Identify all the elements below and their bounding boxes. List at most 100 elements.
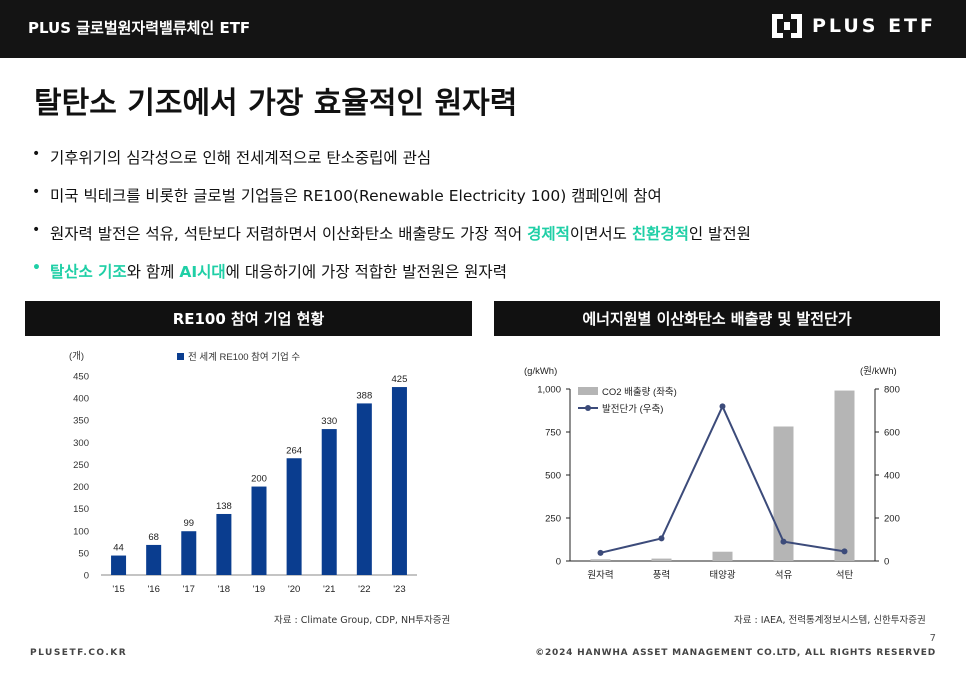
co2-bar — [651, 558, 672, 561]
right-panel-title: 에너지원별 이산화탄소 배출량 및 발전단가 — [494, 301, 940, 336]
legend-swatch-co2 — [578, 387, 598, 395]
brand-mark-icon — [771, 14, 802, 38]
x-tick-label: '22 — [358, 584, 370, 595]
highlight-text: AI시대 — [179, 263, 226, 281]
y-tick-label: 150 — [73, 504, 89, 515]
co2-bar — [834, 390, 855, 561]
legend-marker-cost — [585, 405, 591, 411]
data-label: 330 — [321, 416, 337, 427]
cost-point — [658, 535, 665, 542]
right-source: 자료 : IAEA, 전력통계정보시스템, 신한투자증권 — [734, 615, 926, 626]
cost-point — [841, 548, 848, 555]
bar — [146, 544, 162, 575]
left-source: 자료 : Climate Group, CDP, NH투자증권 — [274, 615, 451, 626]
bullet-text-part: 원자력 발전은 석유, 석탄보다 저렴하면서 이산화탄소 배출량도 가장 적어 — [50, 225, 528, 243]
y-unit-label: (개) — [69, 351, 84, 362]
bullet-dot: • — [32, 222, 41, 238]
bullet-text: 기후위기의 심각성으로 인해 전세계적으로 탄소중립에 관심 — [50, 146, 431, 168]
bar — [111, 555, 127, 575]
co2-bar — [773, 426, 794, 561]
y-tick-label: 250 — [73, 460, 89, 471]
bar — [181, 531, 197, 575]
cost-point — [719, 403, 726, 410]
bar — [286, 458, 302, 575]
x-tick-label: 원자력 — [587, 569, 613, 581]
x-tick-label: '15 — [112, 584, 124, 595]
page-title: 탈탄소 기조에서 가장 효율적인 원자력 — [34, 86, 518, 121]
right-tick-label: 600 — [884, 428, 900, 439]
x-tick-label: '18 — [218, 584, 230, 595]
co2-bar — [590, 559, 611, 561]
left-tick-label: 0 — [556, 557, 561, 568]
x-tick-label: 석유 — [775, 570, 793, 581]
highlight-text: 탈산소 기조 — [50, 263, 127, 281]
data-label: 200 — [251, 474, 267, 485]
left-unit-label: (g/kWh) — [524, 366, 557, 377]
data-label: 68 — [148, 532, 159, 543]
co2-cost-combo-chart: (g/kWh) (원/kWh) 0 250 500 750 1,000 0 200 400 600 8… — [524, 366, 900, 581]
bar — [321, 429, 337, 575]
bullet-text-part: 미국 빅테크를 비롯한 글로벌 기업들은 RE100(Renewable Ele… — [50, 187, 662, 205]
legend-label: 전 세계 RE100 참여 기업 수 — [188, 351, 300, 363]
x-tick-label: '20 — [288, 584, 300, 595]
right-tick-label: 800 — [884, 385, 900, 396]
footer-website[interactable]: PLUSETF.CO.KR — [30, 648, 128, 658]
right-tick-label: 0 — [884, 557, 889, 568]
y-tick-label: 300 — [73, 438, 89, 449]
left-panel-title: RE100 참여 기업 현황 — [25, 301, 472, 336]
x-tick-label: '16 — [147, 584, 159, 595]
x-tick-label: 풍력 — [653, 569, 670, 581]
bullet-text-part: 기후위기의 심각성으로 인해 전세계적으로 탄소중립에 관심 — [50, 149, 432, 167]
legend-label-cost: 발전단가 (우축) — [602, 404, 663, 415]
data-label: 425 — [392, 374, 408, 385]
left-tick-label: 250 — [545, 514, 561, 525]
bullet-text: 원자력 발전은 석유, 석탄보다 저렴하면서 이산화탄소 배출량도 가장 적어 … — [50, 222, 751, 244]
x-tick-label: '23 — [393, 584, 405, 595]
bullet-text-part: 에 대응하기에 가장 적합한 발전원은 원자력 — [225, 263, 507, 281]
product-name: PLUS 글로벌원자력밸류체인 ETF — [28, 19, 251, 37]
y-tick-label: 350 — [73, 416, 89, 427]
x-tick-label: '19 — [253, 584, 265, 595]
data-label: 138 — [216, 501, 232, 512]
brand-logo[interactable]: PLUS ETF — [771, 14, 936, 38]
right-tick-label: 200 — [884, 514, 900, 525]
left-tick-label: 1,000 — [537, 385, 561, 396]
legend-swatch — [177, 353, 184, 360]
left-tick-label: 750 — [545, 428, 561, 439]
y-tick-label: 0 — [84, 571, 89, 582]
brand-text: PLUS ETF — [811, 15, 936, 37]
bullet-dot: • — [32, 260, 41, 276]
data-label: 44 — [113, 543, 124, 554]
highlight-text: 친환경적 — [631, 225, 689, 243]
co2-bar — [712, 551, 733, 561]
cost-point — [780, 538, 787, 545]
bullet-text: 미국 빅테크를 비롯한 글로벌 기업들은 RE100(Renewable Ele… — [50, 184, 662, 206]
x-tick-label: 석탄 — [836, 570, 854, 581]
x-tick-label: '21 — [323, 584, 335, 595]
legend-label-co2: CO2 배출량 (좌축) — [602, 386, 677, 398]
cost-point — [597, 549, 604, 556]
data-label: 99 — [183, 518, 194, 529]
footer-copyright: ©2024 HANWHA ASSET MANAGEMENT CO.LTD, AL… — [535, 648, 936, 658]
right-unit-label: (원/kWh) — [860, 366, 897, 377]
right-tick-label: 400 — [884, 471, 900, 482]
bullet-text-part: 인 발전원 — [688, 225, 751, 243]
y-tick-label: 50 — [78, 548, 89, 559]
re100-bar-chart: (개) 전 세계 RE100 참여 기업 수 0 50 100 150 200 250 300 3… — [69, 351, 417, 595]
bullet-text-part: 와 함께 — [126, 263, 180, 281]
cost-line — [600, 404, 845, 554]
x-tick-label: 태양광 — [709, 569, 735, 581]
top-bar: PLUS 글로벌원자력밸류체인 ETF PLUS ETF — [0, 0, 966, 58]
bullet-text-part: 이면서도 — [569, 225, 632, 243]
y-tick-label: 100 — [73, 526, 89, 537]
bullet-item: • 미국 빅테크를 비롯한 글로벌 기업들은 RE100(Renewable El… — [32, 184, 932, 222]
bar — [251, 486, 267, 575]
y-tick-label: 450 — [73, 372, 89, 383]
y-tick-label: 400 — [73, 394, 89, 405]
y-tick-label: 200 — [73, 482, 89, 493]
bullet-dot: • — [32, 184, 41, 200]
bar — [356, 403, 372, 575]
x-tick-label: '17 — [183, 584, 195, 595]
left-tick-label: 500 — [545, 471, 561, 482]
bullet-item: • 기후위기의 심각성으로 인해 전세계적으로 탄소중립에 관심 — [32, 146, 932, 184]
